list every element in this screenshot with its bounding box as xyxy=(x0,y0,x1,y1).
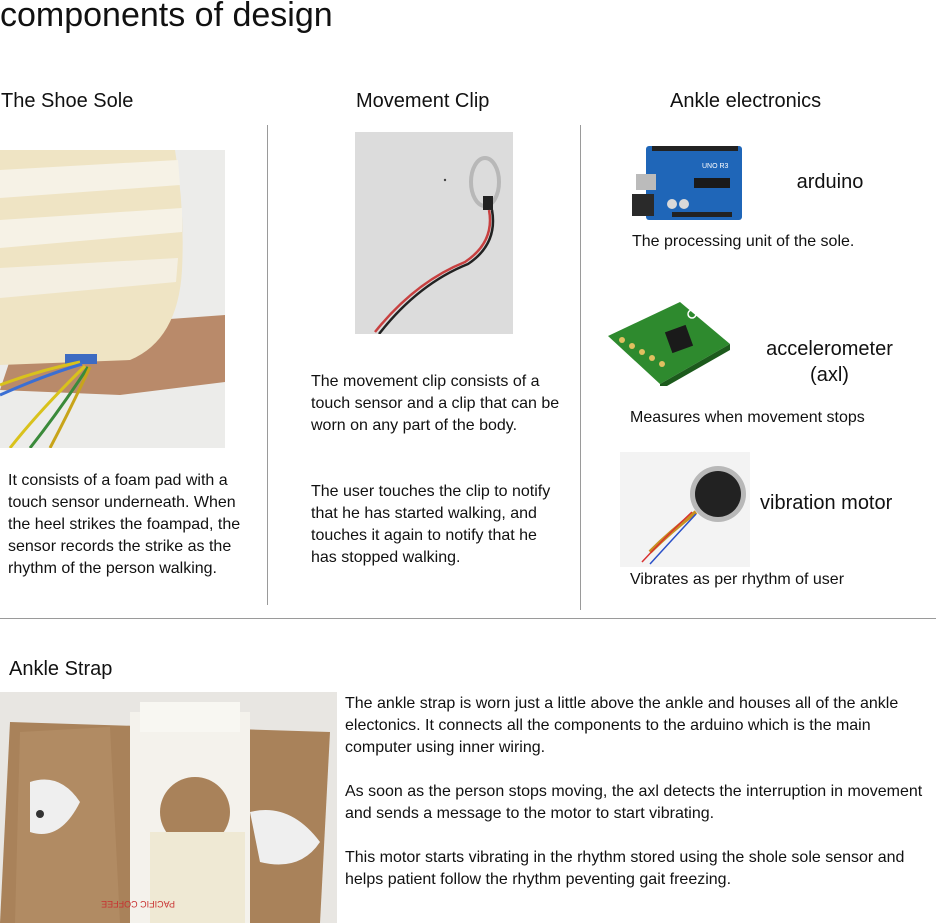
vibration-motor-caption: Vibrates as per rhythm of user xyxy=(630,571,845,588)
arduino-label: arduino xyxy=(796,171,864,193)
accelerometer-caption: Measures when movement stops xyxy=(630,409,865,426)
vibration-motor-label: vibration motor xyxy=(760,492,893,514)
vibration-motor-photo xyxy=(620,452,750,567)
box-print-text: PACIFIC COFFEE xyxy=(101,899,175,909)
movement-clip-photo xyxy=(355,132,513,334)
shoe-sole-photo xyxy=(0,150,225,448)
accelerometer-label: accelerometer (axl) xyxy=(766,338,893,386)
ankle-strap-paragraph-3: This motor starts vibrating in the rhyth… xyxy=(345,849,905,888)
ankle-strap-paragraph-1: The ankle strap is worn just a little ab… xyxy=(345,695,899,756)
ankle-strap-heading: Ankle Strap xyxy=(9,658,113,680)
ankle-strap-photo: PACIFIC COFFEE xyxy=(0,692,337,923)
arduino-caption: The processing unit of the sole. xyxy=(632,233,855,250)
ankle-strap-paragraph-2: As soon as the person stops moving, the … xyxy=(345,783,923,822)
page-title: components of design xyxy=(0,0,333,34)
movement-clip-description-2: The user touches the clip to notify that… xyxy=(311,483,551,566)
svg-text:UNO R3: UNO R3 xyxy=(702,163,729,170)
column-divider-2 xyxy=(580,125,581,610)
ankle-electronics-heading: Ankle electronics xyxy=(670,90,822,112)
movement-clip-heading: Movement Clip xyxy=(356,90,490,112)
accelerometer-photo xyxy=(608,300,730,386)
arduino-photo: UNO R3 xyxy=(632,140,744,222)
section-divider xyxy=(0,618,936,619)
column-divider-1 xyxy=(267,125,268,605)
movement-clip-description-1: The movement clip consists of a touch se… xyxy=(311,373,560,434)
shoe-sole-heading: The Shoe Sole xyxy=(1,90,134,112)
shoe-sole-description: It consists of a foam pad with a touch s… xyxy=(8,472,241,577)
